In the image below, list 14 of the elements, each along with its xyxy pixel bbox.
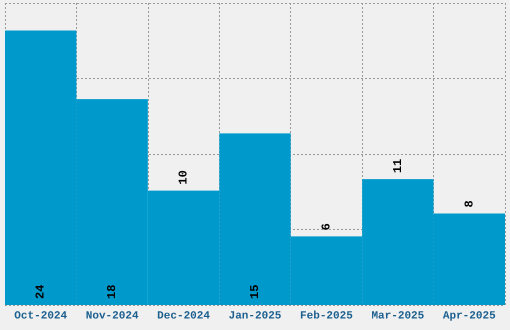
data-label: 24 <box>34 284 48 299</box>
data-label: 18 <box>105 284 120 299</box>
x-tick-label: Apr-2025 <box>442 310 496 322</box>
x-tick-label: Mar-2025 <box>371 310 425 322</box>
data-label: 10 <box>176 170 191 185</box>
x-tick-label: Nov-2024 <box>86 310 139 322</box>
data-label: 8 <box>462 200 476 208</box>
x-tick-label: Jan-2025 <box>228 310 282 322</box>
data-label: 6 <box>319 223 334 230</box>
x-tick-label: Feb-2025 <box>300 310 354 322</box>
data-label: 11 <box>390 158 405 174</box>
data-label: 15 <box>248 284 262 299</box>
x-tick-label: Oct-2024 <box>14 310 68 322</box>
x-tick-label: Dec-2024 <box>157 310 210 322</box>
